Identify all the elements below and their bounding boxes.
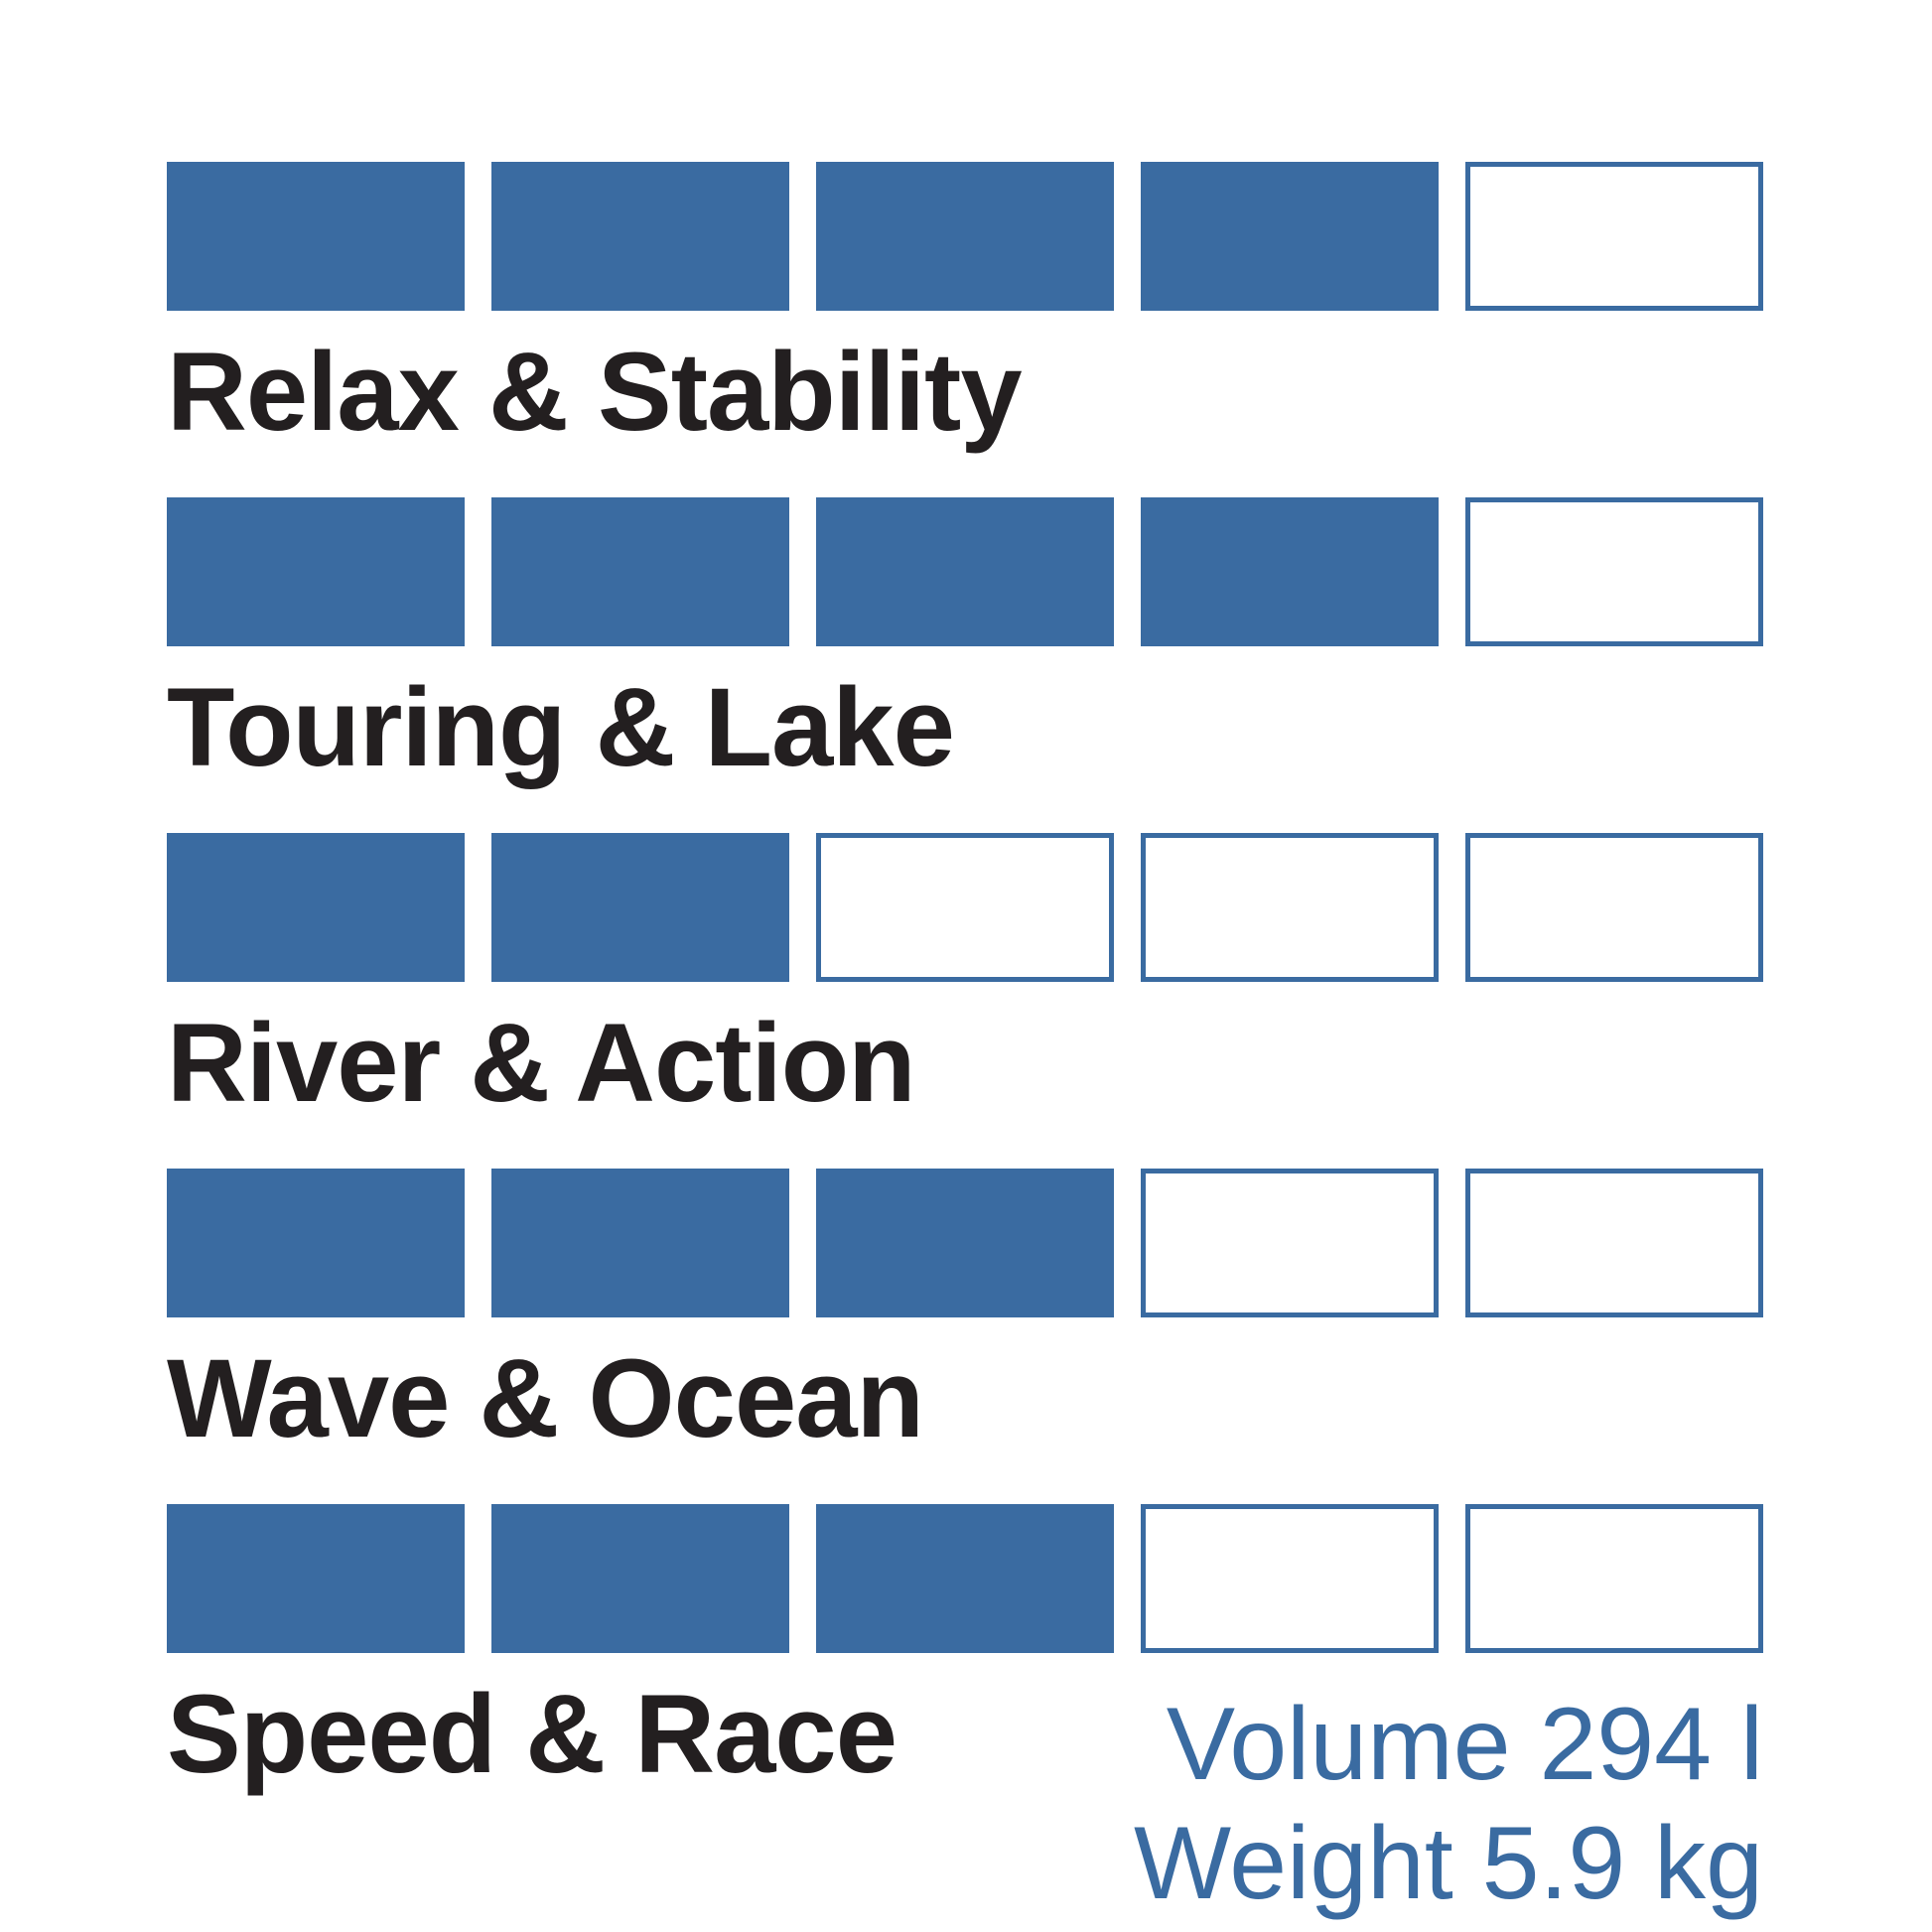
rating-cell-filled	[816, 1504, 1114, 1653]
rating-cell-empty	[816, 833, 1114, 982]
rating-cell-filled	[167, 162, 465, 311]
weight-value: Weight 5.9 kg	[1133, 1805, 1763, 1921]
rating-cell-filled	[167, 1504, 465, 1653]
rating-cell-filled	[491, 1504, 789, 1653]
rating-row: Speed & Race	[167, 1504, 1763, 1792]
rating-cell-empty	[1141, 1504, 1439, 1653]
rating-cell-filled	[491, 497, 789, 646]
rating-row: Touring & Lake	[167, 497, 1763, 785]
rating-cell-filled	[167, 1169, 465, 1317]
rating-label: River & Action	[167, 1001, 916, 1125]
rating-cell-filled	[816, 497, 1114, 646]
rating-cell-empty	[1465, 1169, 1763, 1317]
rating-cells	[167, 1169, 1763, 1317]
rating-row: Relax & Stability	[167, 162, 1763, 450]
rating-cell-empty	[1465, 497, 1763, 646]
rating-cell-empty	[1465, 833, 1763, 982]
rating-label: Relax & Stability	[167, 330, 1023, 454]
rating-label: Wave & Ocean	[167, 1336, 924, 1460]
rating-cell-filled	[491, 833, 789, 982]
rating-cell-empty	[1141, 833, 1439, 982]
rating-cells	[167, 833, 1763, 982]
rating-cell-filled	[816, 1169, 1114, 1317]
rating-cell-empty	[1465, 1504, 1763, 1653]
rating-cell-filled	[491, 162, 789, 311]
rating-cell-filled	[491, 1169, 789, 1317]
rating-cell-empty	[1141, 1169, 1439, 1317]
rating-cell-filled	[1141, 497, 1439, 646]
rating-cell-filled	[816, 162, 1114, 311]
rating-cell-filled	[167, 833, 465, 982]
rating-cell-empty	[1465, 162, 1763, 311]
rating-cells	[167, 162, 1763, 311]
rating-cells	[167, 497, 1763, 646]
rating-row: Wave & Ocean	[167, 1169, 1763, 1456]
rating-label: Touring & Lake	[167, 665, 955, 789]
volume-value: Volume 294 l	[1166, 1687, 1763, 1802]
spec-info: Volume 294 l Weight 5.9 kg	[1134, 1686, 1763, 1923]
rating-cells	[167, 1504, 1763, 1653]
rating-cell-filled	[1141, 162, 1439, 311]
rating-cell-filled	[167, 497, 465, 646]
rating-label: Speed & Race	[167, 1672, 897, 1796]
rating-chart: Relax & Stability Touring & Lake River &…	[167, 162, 1763, 1840]
rating-row: River & Action	[167, 833, 1763, 1121]
